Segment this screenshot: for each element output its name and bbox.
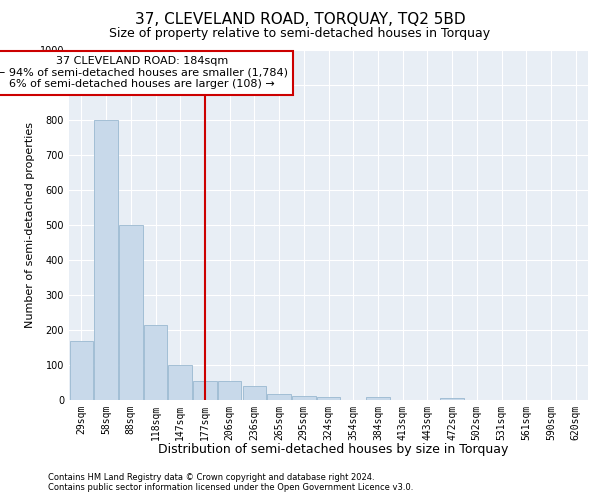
Bar [94,120,118,400]
Bar [366,397,389,400]
Bar [440,398,464,400]
Bar [218,381,241,400]
Bar [292,396,316,400]
Text: 37 CLEVELAND ROAD: 184sqm
← 94% of semi-detached houses are smaller (1,784)
6% o: 37 CLEVELAND ROAD: 184sqm ← 94% of semi-… [0,56,288,90]
Text: 37, CLEVELAND ROAD, TORQUAY, TQ2 5BD: 37, CLEVELAND ROAD, TORQUAY, TQ2 5BD [134,12,466,28]
Bar [268,394,291,400]
Bar [119,225,143,400]
Bar [169,365,192,400]
Y-axis label: Number of semi-detached properties: Number of semi-detached properties [25,122,35,328]
Bar [193,381,217,400]
Text: Size of property relative to semi-detached houses in Torquay: Size of property relative to semi-detach… [109,28,491,40]
Text: Contains public sector information licensed under the Open Government Licence v3: Contains public sector information licen… [48,484,413,492]
Text: Distribution of semi-detached houses by size in Torquay: Distribution of semi-detached houses by … [158,442,508,456]
Text: Contains HM Land Registry data © Crown copyright and database right 2024.: Contains HM Land Registry data © Crown c… [48,474,374,482]
Bar [317,396,340,400]
Bar [242,386,266,400]
Bar [144,325,167,400]
Bar [70,340,93,400]
